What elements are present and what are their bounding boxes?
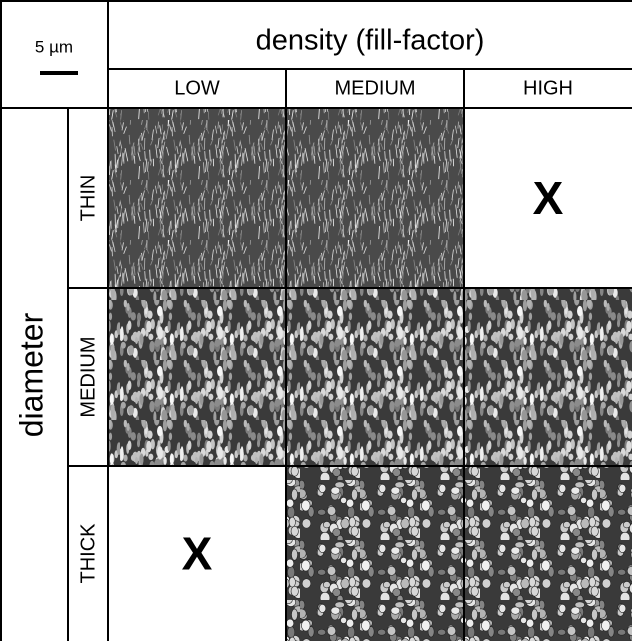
sem-image: [286, 466, 464, 641]
header-title: density (fill-factor): [256, 25, 485, 57]
empty-cell-mark: X: [182, 528, 213, 580]
row-label: THICK: [77, 523, 99, 584]
sem-image: [464, 288, 632, 466]
sem-image: [108, 108, 286, 288]
row-label: MEDIUM: [77, 336, 99, 417]
column-label: LOW: [174, 77, 220, 99]
column-label: HIGH: [523, 77, 573, 99]
sem-image: [464, 466, 632, 641]
row-label: THIN: [77, 175, 99, 222]
scale-label: 5 µm: [35, 37, 73, 56]
column-label: MEDIUM: [334, 77, 415, 99]
sem-image: [286, 108, 464, 288]
row-group-title: diameter: [13, 312, 49, 437]
sem-image: [286, 288, 464, 466]
sem-image: [108, 288, 286, 466]
empty-cell-mark: X: [533, 172, 564, 224]
